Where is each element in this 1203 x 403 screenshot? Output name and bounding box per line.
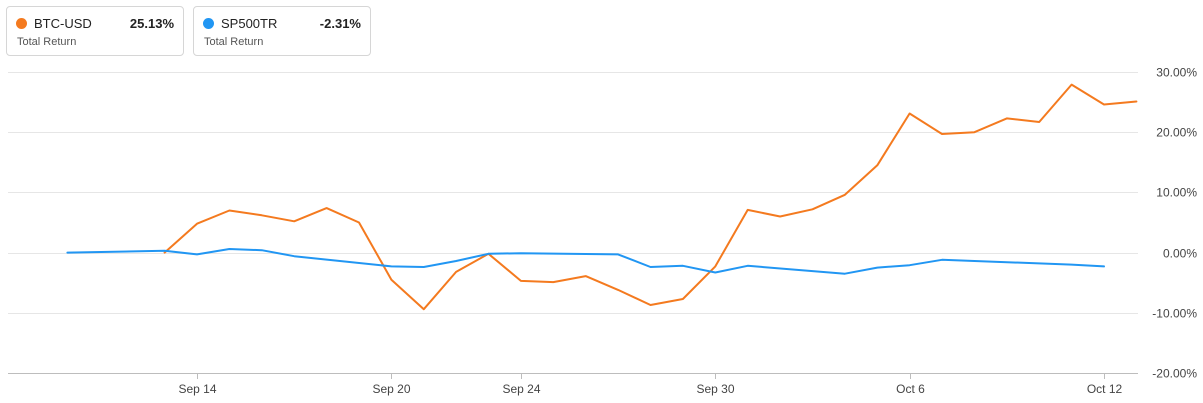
x-tick-label: Sep 30 xyxy=(696,382,734,396)
legend-btc-value: 25.13% xyxy=(129,16,174,31)
series-line-sp500tr xyxy=(66,248,1105,275)
legend-sp500tr-name: SP500TR xyxy=(221,16,278,31)
grid-lines xyxy=(8,72,1138,374)
legend-sp500tr-value: -2.31% xyxy=(319,16,361,31)
x-tick-label: Sep 24 xyxy=(502,382,540,396)
sp500tr-color-dot-icon xyxy=(203,18,214,29)
y-tick-label: -20.00% xyxy=(1152,367,1197,381)
legend-sp500tr-sub: Total Return xyxy=(204,36,264,48)
series-line-btc-usd xyxy=(163,83,1138,311)
y-axis-labels: 30.00% 20.00% 10.00% 0.00% -10.00% -20.00% xyxy=(1152,66,1197,381)
y-tick-label: 30.00% xyxy=(1156,66,1197,80)
btc-color-dot-icon xyxy=(16,18,27,29)
y-tick-label: 0.00% xyxy=(1163,247,1197,261)
x-tick-label: Sep 14 xyxy=(178,382,216,396)
x-tick-label: Oct 6 xyxy=(896,382,925,396)
legend-item-sp500tr[interactable]: SP500TR -2.31% Total Return xyxy=(193,6,371,56)
x-tick-label: Oct 12 xyxy=(1087,382,1123,396)
y-tick-label: -10.00% xyxy=(1152,307,1197,321)
legend-btc-name: BTC-USD xyxy=(34,16,92,31)
legend-item-btc[interactable]: BTC-USD 25.13% Total Return xyxy=(6,6,184,56)
legend-btc-sub: Total Return xyxy=(17,36,77,48)
y-tick-label: 10.00% xyxy=(1156,186,1197,200)
x-tick-label: Sep 20 xyxy=(372,382,410,396)
y-tick-label: 20.00% xyxy=(1156,126,1197,140)
x-axis: Sep 14 Sep 20 Sep 24 Sep 30 Oct 6 Oct 12 xyxy=(178,373,1122,396)
series-lines xyxy=(66,83,1138,311)
